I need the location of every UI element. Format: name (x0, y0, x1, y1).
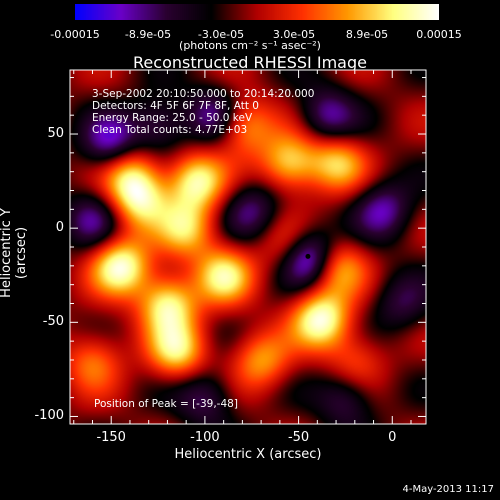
x-axis-label: Heliocentric X (arcsec) (174, 447, 322, 462)
x-tick-label: -150 (96, 430, 126, 445)
annotation-time-range: 3-Sep-2002 20:10:50.000 to 20:14:20.000 (92, 88, 315, 100)
y-tick-label: 0 (55, 220, 64, 236)
date-stamp: 4-May-2013 11:17 (402, 484, 494, 495)
x-tick-label: 0 (388, 430, 397, 445)
colorbar (75, 4, 439, 20)
x-tick-label: -50 (287, 430, 310, 445)
colorbar-tick-label: 0.00015 (416, 28, 462, 41)
annotation-clean-counts: Clean Total counts: 4.77E+03 (92, 124, 248, 136)
heatmap-image (70, 70, 426, 424)
y-tick-label: 50 (47, 126, 64, 142)
annotation-detectors: Detectors: 4F 5F 6F 7F 8F, Att 0 (92, 100, 259, 112)
colorbar-tick-label: -8.9e-05 (124, 28, 172, 41)
colorbar-tick-label: 8.9e-05 (345, 28, 389, 41)
colorbar-unit-label: (photons cm⁻² s⁻¹ asec⁻²) (179, 39, 321, 52)
colorbar-tick-label: -0.00015 (50, 28, 100, 41)
colorbar-tick-label: 3.0e-05 (272, 28, 316, 41)
y-tick-label: -100 (34, 408, 64, 424)
colorbar-tick-label: -3.0e-05 (197, 28, 245, 41)
annotation-energy-range: Energy Range: 25.0 - 50.0 keV (92, 112, 253, 124)
source-marker (305, 253, 311, 259)
heatmap-raster (70, 70, 426, 424)
x-tick-label: -100 (190, 430, 220, 445)
annotation-peak-position: Position of Peak = [-39,-48] (94, 398, 238, 410)
y-tick-label: -50 (42, 314, 64, 330)
chart-title: Reconstructed RHESSI Image (133, 53, 367, 72)
y-axis-label: Heliocentric Y (arcsec) (0, 208, 29, 298)
